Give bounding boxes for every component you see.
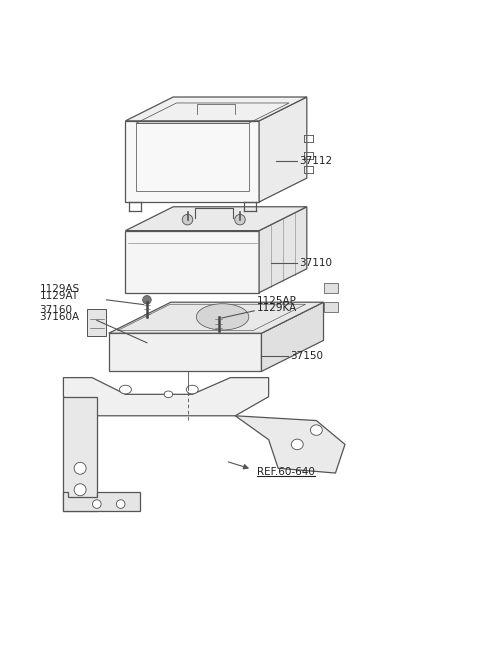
Polygon shape [125, 121, 259, 202]
Text: 37160: 37160 [39, 305, 72, 314]
Ellipse shape [74, 484, 86, 496]
Polygon shape [235, 416, 345, 473]
Polygon shape [109, 302, 324, 333]
Polygon shape [125, 231, 259, 293]
Polygon shape [125, 207, 307, 231]
Polygon shape [63, 492, 140, 512]
Circle shape [214, 310, 223, 318]
Text: 37150: 37150 [290, 351, 323, 361]
Polygon shape [259, 97, 307, 202]
Ellipse shape [196, 304, 249, 330]
Ellipse shape [164, 391, 173, 398]
Polygon shape [63, 378, 269, 416]
Polygon shape [324, 302, 338, 312]
Polygon shape [259, 207, 307, 293]
Text: 37160A: 37160A [39, 312, 80, 322]
Circle shape [182, 214, 193, 225]
Ellipse shape [120, 385, 132, 394]
Polygon shape [324, 283, 338, 293]
Text: 1129AT: 1129AT [39, 291, 79, 301]
Text: 1129AS: 1129AS [39, 284, 80, 294]
Text: 37112: 37112 [300, 157, 333, 166]
Ellipse shape [74, 462, 86, 474]
Polygon shape [262, 302, 324, 371]
Text: 1125AP: 1125AP [257, 296, 297, 306]
Circle shape [143, 295, 151, 304]
Polygon shape [87, 309, 107, 335]
Text: 37110: 37110 [300, 258, 333, 268]
Polygon shape [63, 397, 97, 512]
Ellipse shape [291, 439, 303, 450]
Circle shape [235, 214, 245, 225]
Ellipse shape [116, 500, 125, 508]
Ellipse shape [186, 385, 198, 394]
Text: REF.60-640: REF.60-640 [257, 466, 314, 477]
Polygon shape [109, 333, 262, 371]
Text: 1129KA: 1129KA [257, 303, 297, 313]
Polygon shape [125, 97, 307, 121]
Ellipse shape [311, 425, 323, 436]
Ellipse shape [93, 500, 101, 508]
